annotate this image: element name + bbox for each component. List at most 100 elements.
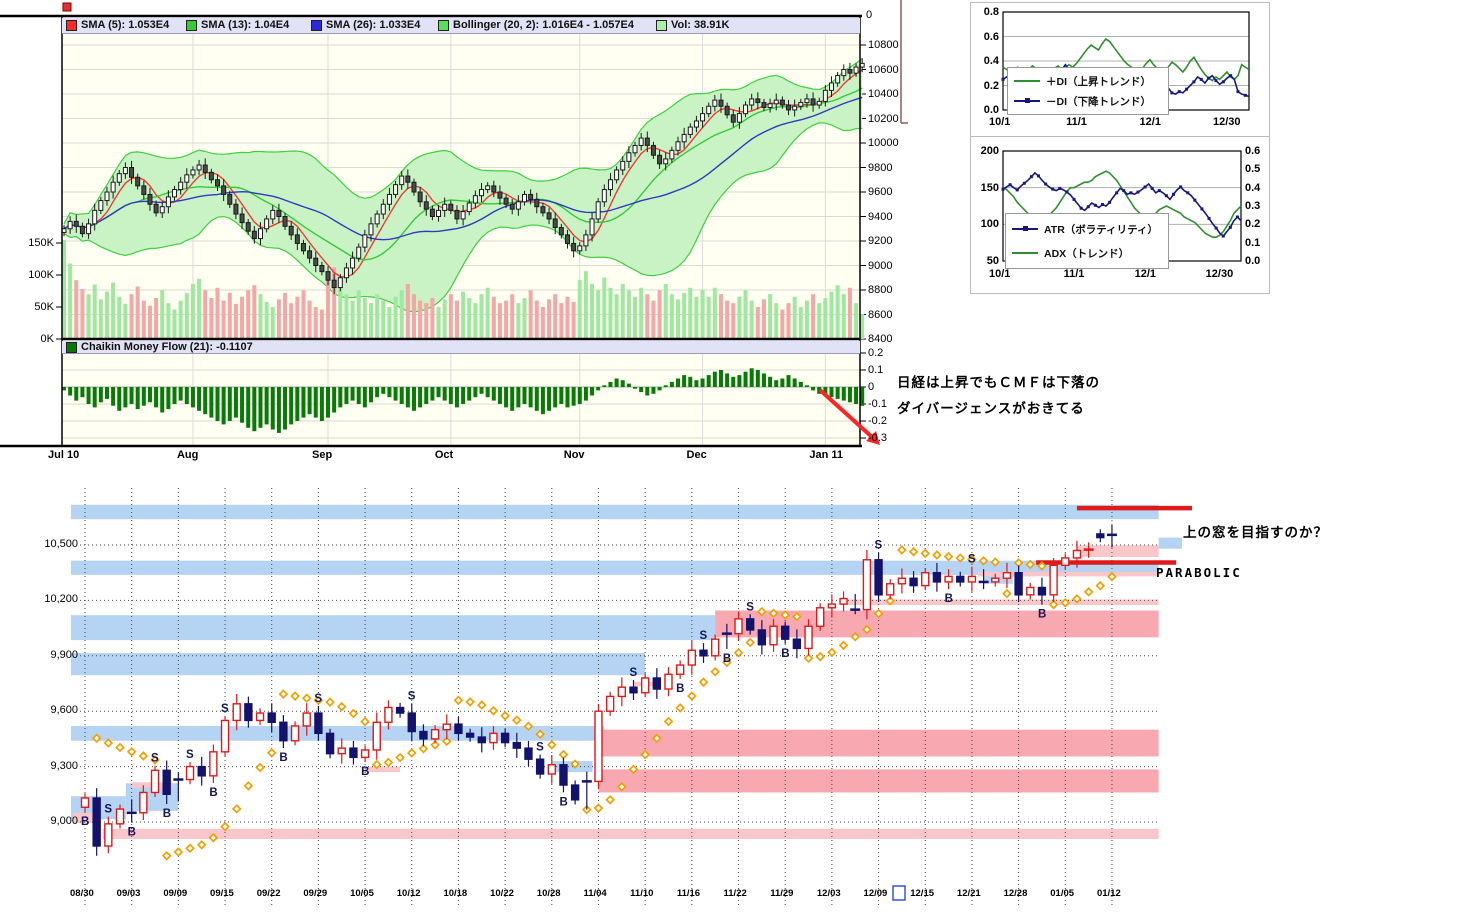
signal-b-marker: B (945, 593, 953, 605)
bottom-date-label: 12/28 (1003, 888, 1028, 899)
price-tick-label: 10400 (868, 88, 899, 100)
plus-di-legend-row: ＋DI（上昇トレンド） (1014, 74, 1162, 89)
price-tick-label: 9400 (868, 210, 893, 223)
signal-s-marker: S (186, 749, 194, 761)
bottom-date-label: 11/22 (723, 888, 747, 899)
signal-s-marker: S (746, 601, 754, 613)
signal-b-marker: B (676, 683, 684, 695)
atr-left-tick-label: 200 (980, 145, 999, 157)
legend-item-sma5: SMA (5): 1.053E4 (66, 19, 169, 31)
atr-x-tick-label: 12/30 (1205, 268, 1234, 280)
dmi-y-tick-label: 0.4 (983, 55, 999, 67)
month-label: Dec (686, 449, 707, 461)
bottom-price-tick-label: 9,900 (50, 648, 78, 661)
dmi-y-tick-label: 0.2 (983, 79, 999, 92)
sma26-legend-label: SMA (26): 1.033E4 (326, 19, 421, 31)
cmf-legend-label: Chaikin Money Flow (21): -0.1107 (81, 341, 253, 353)
cmf-tick-label: -0.3 (868, 432, 887, 444)
dmi-x-tick-label: 12/30 (1212, 116, 1241, 128)
signal-s-marker: S (536, 742, 544, 754)
dmi-y-tick-label: 0.6 (983, 30, 999, 43)
signal-s-marker: S (408, 690, 416, 702)
bottom-date-label: 10/05 (350, 888, 374, 899)
sma5-legend-label: SMA (5): 1.053E4 (81, 19, 170, 31)
bottom-chart-canvas: B S B S B S B S B S B S S B S B S B S B S B S B (70, 488, 1192, 908)
signal-b-marker: B (781, 648, 789, 660)
bottom-date-label: 08/30 (70, 888, 94, 899)
month-label: Nov (563, 449, 585, 461)
parabolic-label: PARABOLIC (1156, 565, 1242, 580)
dmi-legend: ＋DI（上昇トレンド） －DI（下降トレンド） (1007, 67, 1169, 115)
signal-s-marker: S (314, 693, 322, 705)
atr-left-tick-label: 100 (980, 218, 999, 231)
bottom-date-label: 10/28 (536, 888, 561, 899)
bottom-date-label: 10/12 (396, 888, 421, 899)
bottom-price-tick-label: 9,300 (50, 759, 78, 772)
atr-adx-legend: ATR（ボラティリティ） ADX（トレンド） (1005, 213, 1169, 269)
atr-right-tick-label: 0.6 (1245, 145, 1261, 157)
plus-di-label: ＋DI（上昇トレンド） (1046, 75, 1151, 88)
signal-b-marker: B (163, 808, 171, 820)
divergence-annotation-line2: ダイバージェンスがおきてる (897, 401, 1085, 416)
bottom-price-tick-label: 10,500 (44, 538, 78, 550)
price-tick-label: 10800 (868, 39, 899, 51)
bottom-date-label: 12/15 (910, 888, 935, 899)
month-label: Oct (434, 449, 454, 461)
sma5-swatch-icon (66, 19, 77, 31)
bottom-price-tick-label: 9,000 (50, 815, 78, 827)
dmi-x-tick-label: 12/1 (1139, 116, 1161, 128)
bollinger-swatch-icon (438, 19, 449, 31)
signal-s-marker: S (151, 753, 159, 765)
bottom-date-label: 10/18 (443, 888, 468, 899)
bottom-date-label: 11/16 (676, 888, 701, 899)
cmf-tick-label: -0.1 (868, 398, 887, 410)
signal-s-marker: S (700, 630, 708, 642)
minus-di-legend-row: －DI（下降トレンド） (1014, 94, 1162, 109)
month-label: Jan 11 (809, 449, 843, 461)
divergence-annotation-line1: 日経は上昇でもＣＭＦは下落の (897, 375, 1100, 390)
bottom-date-label: 01/12 (1096, 888, 1121, 899)
signal-b-marker: B (81, 816, 89, 828)
cmf-tick-label: 0.2 (868, 347, 884, 359)
price-tick-label: 9600 (868, 186, 893, 198)
atr-right-tick-label: 0.3 (1245, 200, 1261, 212)
cmf-swatch-icon (66, 341, 77, 353)
bottom-date-label: 09/22 (256, 888, 281, 899)
bottom-date-label: 12/03 (816, 888, 841, 899)
bottom-price-tick-label: 10,200 (44, 593, 78, 606)
atr-right-tick-label: 0.4 (1245, 181, 1261, 194)
price-tick-label: 9200 (868, 235, 893, 247)
cmf-tick-label: -0.2 (868, 415, 887, 427)
month-label: Aug (176, 449, 199, 461)
minus-di-label: －DI（下降トレンド） (1046, 95, 1151, 108)
month-label: Sep (312, 449, 333, 461)
atr-right-tick-label: 0.5 (1245, 163, 1261, 176)
dmi-x-tick-label: 11/1 (1066, 116, 1087, 128)
signal-s-marker: S (968, 554, 976, 566)
adx-legend-row: ADX（トレンド） (1012, 246, 1162, 261)
minus-di-line-icon (1014, 98, 1040, 103)
signal-b-marker: B (209, 787, 217, 799)
bottom-date-label: 09/03 (116, 888, 141, 899)
volume-legend-label: Vol: 38.91K (671, 19, 730, 31)
main-chart-canvas (0, 0, 908, 448)
cmf-tick-label: 0.1 (868, 364, 884, 376)
sma13-swatch-icon (186, 19, 197, 31)
signal-b-marker: B (723, 653, 731, 665)
signal-b-marker: B (559, 796, 567, 808)
bottom-date-label: 12/21 (956, 888, 981, 899)
volume-tick-label: 150K (28, 237, 54, 249)
plus-di-line-icon (1014, 80, 1040, 82)
sma13-legend-label: SMA (13): 1.04E4 (201, 19, 290, 31)
atr-right-tick-label: 0.0 (1245, 255, 1261, 267)
dmi-y-tick-label: 0.8 (983, 6, 999, 18)
atr-x-tick-label: 12/1 (1134, 268, 1157, 280)
price-tick-label: 9000 (868, 259, 893, 272)
bottom-date-label: 11/10 (630, 888, 654, 899)
bottom-date-label: 10/22 (490, 888, 514, 899)
signal-s-marker: S (104, 804, 112, 816)
window-question-annotation: 上の窓を目指すのか？ (1183, 525, 1328, 540)
dmi-y-tick-label: 0.0 (983, 104, 999, 116)
atr-left-tick-label: 50 (986, 255, 999, 267)
signal-b-marker: B (279, 752, 287, 764)
